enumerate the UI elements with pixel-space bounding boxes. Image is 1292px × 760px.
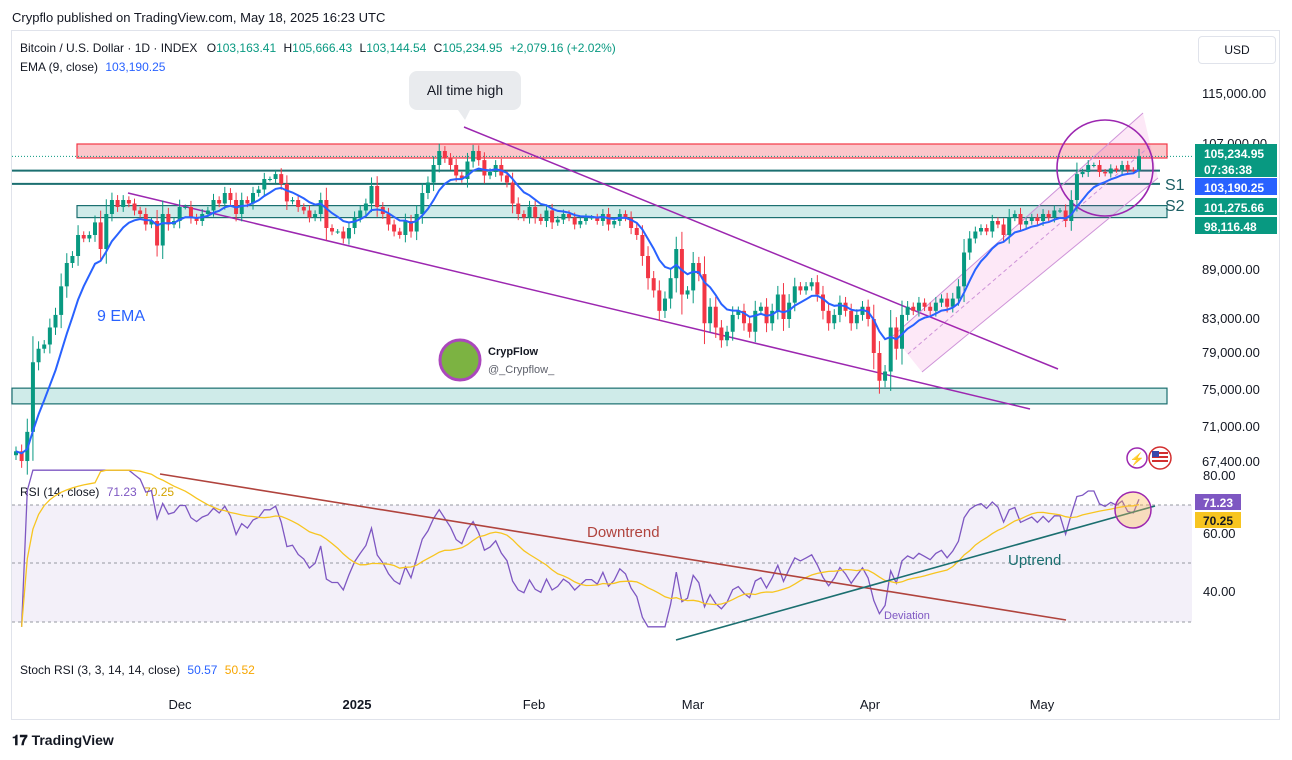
stoch-k-value: 50.57: [187, 663, 218, 677]
ema-value: 103,190.25: [105, 60, 166, 74]
low-value: 103,144.54: [366, 41, 427, 55]
currency-button[interactable]: USD: [1198, 36, 1276, 64]
stoch-legend[interactable]: Stoch RSI (3, 3, 14, 14, close) 50.57 50…: [20, 663, 255, 677]
open-value: 103,163.41: [216, 41, 277, 55]
ema-legend[interactable]: EMA (9, close) 103,190.25: [20, 60, 165, 74]
change-value: +2,079.16 (+2.02%): [509, 41, 616, 55]
main-legend: Bitcoin / U.S. Dollar · 1D · INDEX O103,…: [20, 41, 616, 55]
published-header: Crypflo published on TradingView.com, Ma…: [12, 10, 386, 25]
stoch-label: Stoch RSI (3, 3, 14, 14, close): [20, 663, 181, 677]
close-label: C: [433, 41, 443, 55]
symbol-title[interactable]: Bitcoin / U.S. Dollar · 1D · INDEX: [20, 41, 198, 55]
ema-label: EMA (9, close): [20, 60, 99, 74]
high-value: 105,666.43: [292, 41, 353, 55]
tradingview-logo-icon: 𝟏𝟕: [12, 732, 28, 748]
stoch-d-value: 50.52: [224, 663, 255, 677]
rsi-value: 71.23: [106, 485, 137, 499]
rsi-ma-value: 70.25: [144, 485, 175, 499]
rsi-label: RSI (14, close): [20, 485, 100, 499]
close-value: 105,234.95: [442, 41, 503, 55]
footer-brand: TradingView: [31, 732, 114, 748]
high-label: H: [283, 41, 293, 55]
open-label: O: [206, 41, 217, 55]
rsi-legend[interactable]: RSI (14, close) 71.23 70.25: [20, 485, 174, 499]
tradingview-footer[interactable]: 𝟏𝟕 TradingView: [12, 732, 114, 749]
low-label: L: [359, 41, 367, 55]
chart-frame: [11, 30, 1280, 720]
